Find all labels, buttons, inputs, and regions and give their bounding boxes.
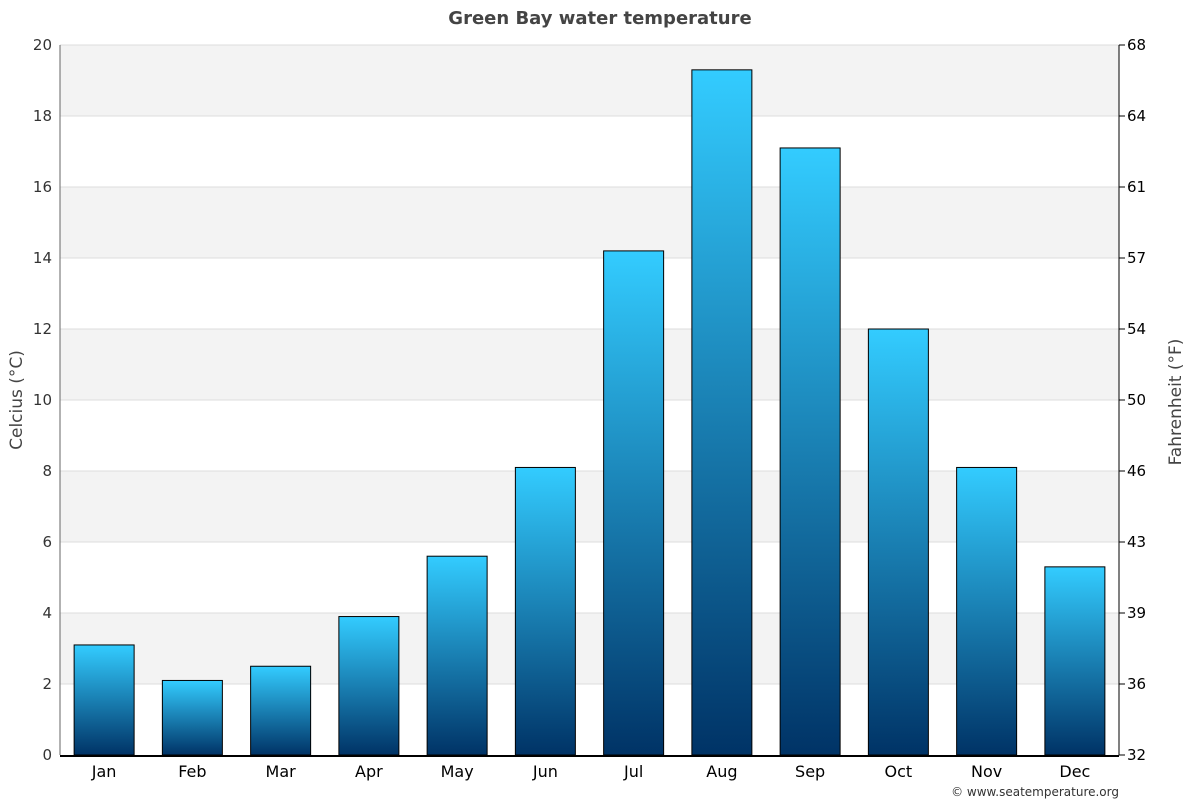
x-tick-label: Nov	[971, 762, 1002, 781]
y2-tick-label: 39	[1127, 604, 1146, 622]
y2-tick-label: 50	[1127, 391, 1146, 409]
y-axis-label: Celcius (°C)	[7, 350, 27, 450]
x-tick-label: Feb	[178, 762, 206, 781]
bar-mar	[250, 665, 312, 756]
x-tick-label: May	[441, 762, 474, 781]
plot-band	[60, 613, 1119, 684]
bar-oct	[867, 328, 929, 756]
bar-dec	[1044, 566, 1106, 756]
y-tick-label: 8	[42, 462, 52, 480]
y2-tick-label: 46	[1127, 462, 1146, 480]
bar-may	[426, 555, 488, 756]
y2-tick-label: 57	[1127, 249, 1146, 267]
x-tick-label: Apr	[355, 762, 383, 781]
gridlines	[60, 44, 1119, 685]
credit-text: © www.seatemperature.org	[951, 785, 1119, 799]
y-tick-label: 16	[33, 178, 52, 196]
bar-jun	[514, 466, 576, 756]
x-tick-label: Dec	[1059, 762, 1090, 781]
x-tick-label: Sep	[795, 762, 825, 781]
x-tick-label: Mar	[266, 762, 297, 781]
bar-jan	[73, 644, 135, 756]
y-tick-label: 20	[33, 36, 52, 54]
y-tick-label: 10	[33, 391, 52, 409]
y2-tick-label: 54	[1127, 320, 1146, 338]
y-tick-label: 6	[42, 533, 52, 551]
bar-apr	[338, 616, 400, 756]
axes	[59, 44, 1125, 757]
y2-tick-label: 32	[1127, 746, 1146, 764]
bars	[73, 69, 1106, 756]
y2-tick-label: 68	[1127, 36, 1146, 54]
x-tick-label: Jan	[91, 762, 117, 781]
plot-band	[60, 187, 1119, 258]
x-tick-label: Aug	[706, 762, 737, 781]
bar-sep	[779, 147, 841, 756]
y-tick-label: 18	[33, 107, 52, 125]
y-tick-label: 0	[42, 746, 52, 764]
plot-band	[60, 45, 1119, 116]
tick-labels: 0 32 2 36 4 39 6 43 8 46 10 50 12 54 14 57 16 61 18 64 20 68 J…	[33, 36, 1146, 781]
chart-title: Green Bay water temperature	[448, 8, 751, 29]
plot-band	[60, 471, 1119, 542]
bar-feb	[161, 679, 223, 756]
y2-tick-label: 43	[1127, 533, 1146, 551]
plot-band	[60, 329, 1119, 400]
y2-tick-label: 61	[1127, 178, 1146, 196]
bar-aug	[691, 69, 753, 756]
y2-axis-label: Fahrenheit (°F)	[1166, 339, 1186, 466]
y2-tick-label: 64	[1127, 107, 1146, 125]
y-tick-label: 14	[33, 249, 52, 267]
plot-bands	[60, 45, 1119, 684]
x-tick-label: Oct	[885, 762, 913, 781]
y2-tick-label: 36	[1127, 675, 1146, 693]
x-tick-label: Jul	[623, 762, 643, 781]
y-tick-label: 12	[33, 320, 52, 338]
bar-nov	[956, 466, 1018, 756]
bar-jul	[603, 250, 665, 756]
x-tick-label: Jun	[532, 762, 558, 781]
y-tick-label: 4	[42, 604, 52, 622]
y-tick-label: 2	[42, 675, 52, 693]
